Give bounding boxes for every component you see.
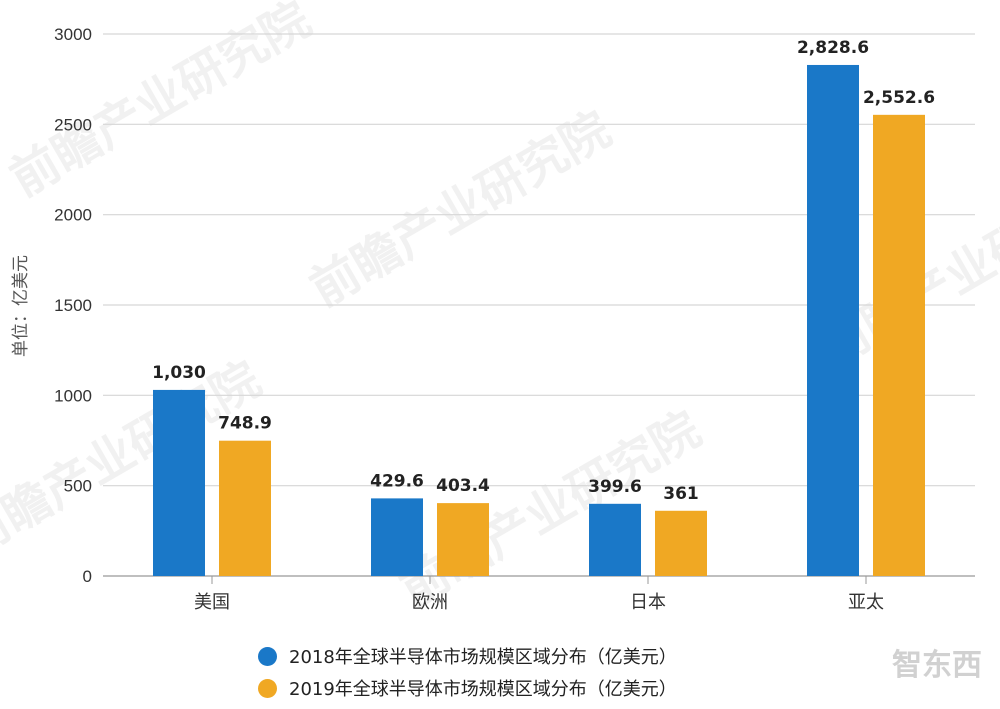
bar[interactable] <box>437 503 489 576</box>
x-category-label: 欧洲 <box>412 592 448 613</box>
bar[interactable] <box>371 498 423 576</box>
bar[interactable] <box>807 64 859 577</box>
legend-dot-icon <box>258 646 277 666</box>
data-labels: 1,030 748.9 429.6 403.4 399.6 361 2,828.6 2,552… <box>152 38 935 504</box>
legend: 2018年全球半导体市场规模区域分布（亿美元） 2019年全球半导体市场规模区域… <box>258 640 677 704</box>
bar[interactable] <box>153 389 205 576</box>
y-tick-label: 3000 <box>54 25 92 44</box>
x-category-label: 美国 <box>194 592 230 613</box>
legend-item-2019[interactable]: 2019年全球半导体市场规模区域分布（亿美元） <box>258 672 677 704</box>
bar[interactable] <box>589 503 641 576</box>
data-label: 403.4 <box>436 476 490 496</box>
y-axis-label: 单位：亿美元 <box>11 255 31 357</box>
data-label: 399.6 <box>588 477 642 497</box>
data-label: 2,552.6 <box>863 88 935 108</box>
y-tick-label: 2500 <box>54 115 92 134</box>
y-tick-label: 2000 <box>54 206 92 225</box>
data-label: 2,828.6 <box>797 38 869 58</box>
legend-item-2018[interactable]: 2018年全球半导体市场规模区域分布（亿美元） <box>258 640 677 672</box>
y-tick-label: 1000 <box>54 386 92 405</box>
y-tick-label: 1500 <box>54 296 92 315</box>
data-label: 429.6 <box>370 471 424 491</box>
bar-chart: 0 500 1000 1500 2000 2500 3000 1,030 748.9 429.6… <box>11 25 975 613</box>
logo: 智东西 <box>892 648 982 683</box>
data-label: 748.9 <box>218 414 272 434</box>
legend-label: 2019年全球半导体市场规模区域分布（亿美元） <box>289 679 677 700</box>
y-tick-label: 500 <box>64 477 92 496</box>
legend-dot-icon <box>258 678 277 698</box>
bar[interactable] <box>219 440 271 576</box>
data-label: 1,030 <box>152 363 206 383</box>
y-tick-label: 0 <box>83 567 92 586</box>
data-label: 361 <box>663 484 699 504</box>
bars <box>153 64 925 577</box>
legend-label: 2018年全球半导体市场规模区域分布（亿美元） <box>289 647 677 668</box>
bar[interactable] <box>873 114 925 577</box>
x-category-label: 日本 <box>630 592 666 613</box>
y-axis-ticks: 0 500 1000 1500 2000 2500 3000 <box>54 25 92 586</box>
x-category-label: 亚太 <box>848 592 884 613</box>
x-axis-categories: 美国 欧洲 日本 亚太 <box>194 576 884 613</box>
bar[interactable] <box>655 510 707 576</box>
